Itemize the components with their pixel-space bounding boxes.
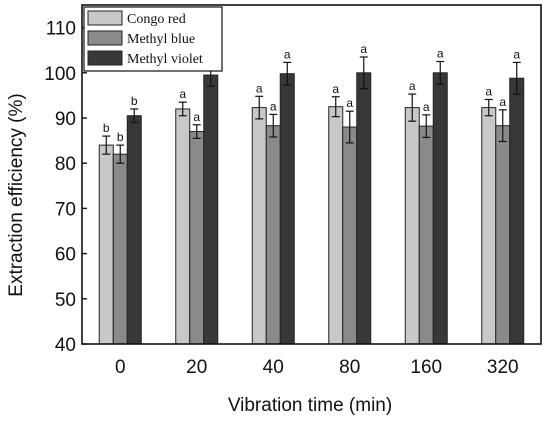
significance-letter: a (360, 42, 367, 56)
y-axis-label: Extraction efficiency (%) (6, 93, 27, 296)
x-tick-label: 80 (339, 357, 360, 378)
bar (175, 108, 191, 345)
error-bars-group (102, 56, 521, 164)
legend-label: Methyl blue (127, 32, 195, 47)
bar (265, 125, 281, 345)
x-tick-label: 40 (263, 357, 284, 378)
y-tick-label: 80 (55, 154, 76, 175)
x-tick-label: 20 (186, 357, 207, 378)
y-tick-label: 50 (55, 290, 76, 311)
y-tick-label: 110 (46, 19, 76, 40)
bar (112, 153, 128, 345)
significance-letter: a (409, 79, 416, 93)
significance-letter: b (117, 130, 124, 144)
x-axis-label: Vibration time (min) (228, 395, 392, 416)
significance-letter: a (284, 47, 291, 61)
bar (203, 74, 219, 345)
y-tick-label: 100 (44, 64, 76, 85)
significance-letter: a (499, 95, 506, 109)
y-tick-label: 70 (55, 199, 76, 220)
legend-swatch (87, 10, 123, 26)
bar (342, 126, 358, 345)
bar (509, 77, 525, 345)
bar (418, 125, 434, 345)
x-tick-label: 160 (410, 357, 442, 378)
significance-letter: b (103, 121, 110, 135)
significance-letter: a (256, 81, 263, 95)
significance-letter: a (485, 84, 492, 98)
significance-letter: a (346, 96, 353, 110)
y-tick-label: 40 (55, 335, 76, 356)
bar (328, 106, 344, 345)
significance-letter: a (513, 47, 520, 61)
significance-letter: b (131, 94, 138, 108)
bar (189, 131, 205, 345)
plot-frame (81, 4, 542, 345)
x-axis-ticks: 0 20 40 80 160 320 (115, 339, 519, 378)
significance-letter: a (332, 82, 339, 96)
y-tick-label: 90 (55, 109, 76, 130)
legend-swatch (87, 50, 123, 66)
bar (404, 107, 420, 345)
bar (98, 144, 114, 345)
significance-letter: a (270, 99, 277, 113)
bar (495, 125, 511, 345)
bar (279, 73, 295, 345)
significance-letter: a (193, 110, 200, 124)
bar (432, 72, 448, 345)
significance-letter: a (179, 87, 186, 101)
bar (356, 72, 372, 345)
legend-label: Methyl violet (127, 52, 203, 67)
legend-swatch (87, 30, 123, 46)
x-tick-label: 320 (487, 357, 519, 378)
significance-letter: a (423, 100, 430, 114)
y-tick-label: 60 (55, 245, 76, 266)
legend-label: Congo red (127, 12, 186, 27)
y-axis-ticks: 40 50 60 70 80 90 100 110 (44, 19, 87, 356)
significance-letter: a (437, 47, 444, 61)
bar (481, 107, 497, 345)
x-tick-label: 0 (115, 357, 126, 378)
bar (126, 115, 142, 345)
bar (251, 107, 267, 345)
legend: Congo red Methyl blue Methyl violet (83, 6, 223, 72)
